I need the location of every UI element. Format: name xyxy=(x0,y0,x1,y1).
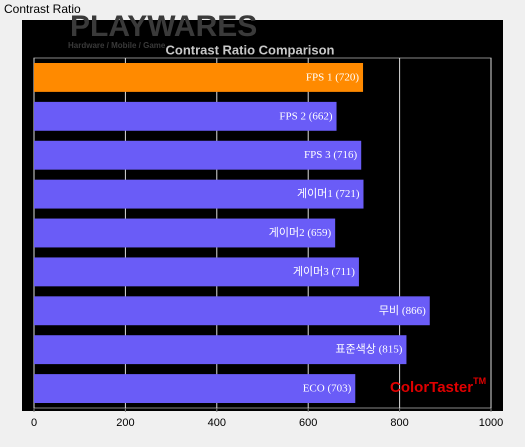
bar xyxy=(34,101,337,131)
x-tick-label: 0 xyxy=(31,417,37,429)
category-label: 게이머1 xyxy=(297,187,333,200)
category-label: FPS 3 xyxy=(304,149,331,161)
category-label: FPS 1 xyxy=(306,71,333,83)
value-label: (703) xyxy=(327,382,351,394)
annotation: ColorTasterTM xyxy=(390,376,486,396)
x-tick-label: 200 xyxy=(116,417,134,429)
annotation-text: ColorTaster xyxy=(390,379,473,396)
x-tick-label: 1000 xyxy=(479,417,503,429)
watermark: PLAYWARES xyxy=(70,10,257,43)
watermark-tagline: Hardware / Mobile / Game xyxy=(68,41,166,50)
value-label: (815) xyxy=(379,343,403,355)
category-label: 게이머3 xyxy=(293,264,329,277)
category-label: 표준색상 xyxy=(335,342,375,355)
category-label: 게이머2 xyxy=(269,226,305,239)
chart-title: Contrast Ratio Comparison xyxy=(165,42,334,57)
bar-label: 무비 (866) xyxy=(379,303,426,316)
bar xyxy=(34,296,430,326)
bar-label: 게이머3 (711) xyxy=(293,264,355,277)
bar xyxy=(34,218,336,248)
bar xyxy=(34,63,364,92)
x-tick-label: 600 xyxy=(299,417,317,429)
bar xyxy=(34,179,364,209)
value-label: (716) xyxy=(333,149,357,161)
bar xyxy=(34,257,359,287)
bar-label: 게이머1 (721) xyxy=(297,187,360,200)
value-label: (711) xyxy=(332,265,356,277)
bar-label: FPS 3 (716) xyxy=(304,149,358,161)
x-tick-label: 400 xyxy=(208,417,226,429)
x-tick-label: 800 xyxy=(390,417,408,429)
category-label: FPS 2 xyxy=(279,110,306,122)
bar-label: 게이머2 (659) xyxy=(269,226,332,239)
value-label: (662) xyxy=(309,110,333,122)
annotation-sup: TM xyxy=(473,376,486,386)
value-label: (659) xyxy=(307,227,331,239)
bar xyxy=(34,140,362,170)
value-label: (720) xyxy=(335,71,359,83)
window-title: Contrast Ratio xyxy=(4,2,81,16)
bar-label: 표준색상 (815) xyxy=(335,342,402,355)
value-label: (721) xyxy=(336,188,360,200)
bar-label: ECO (703) xyxy=(303,382,352,394)
bar-label: FPS 2 (662) xyxy=(279,110,333,122)
bar-label: FPS 1 (720) xyxy=(306,71,360,83)
bar xyxy=(34,335,407,365)
bar xyxy=(34,374,356,403)
value-label: (866) xyxy=(402,304,426,316)
category-label: 무비 xyxy=(379,303,399,316)
category-label: ECO xyxy=(303,382,325,394)
